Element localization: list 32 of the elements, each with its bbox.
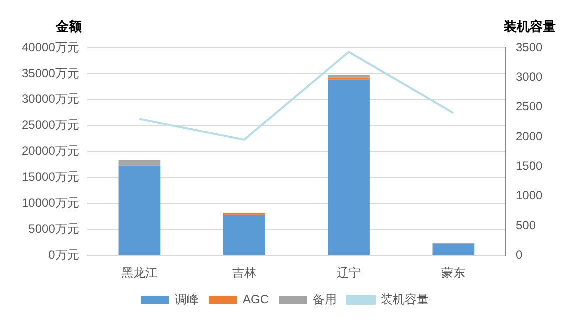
- legend-label: 备用: [313, 292, 337, 306]
- y2-tick-label: 0: [516, 248, 523, 262]
- x-tick-label: 辽宁: [337, 266, 362, 280]
- y2-tick-label: 3500: [516, 40, 544, 54]
- y2-tick-label: 1500: [516, 158, 544, 173]
- y-tick-label: 35000万元: [22, 66, 80, 80]
- y2-tick-label: 1000: [516, 188, 544, 203]
- y2-tick-label: 500: [516, 218, 536, 232]
- y2-tick-label: 2500: [516, 100, 544, 114]
- x-tick-label: 黑龙江: [122, 266, 158, 280]
- bar: [118, 160, 161, 166]
- legend-label: AGC: [243, 292, 270, 306]
- y-tick-label: 0万元: [48, 248, 80, 262]
- y-tick-label: 10000万元: [22, 196, 80, 210]
- legend-label: 装机容量: [381, 292, 429, 306]
- bar: [432, 244, 475, 256]
- bar: [118, 166, 161, 256]
- y2-tick-label: 2000: [516, 129, 544, 144]
- bar: [328, 80, 370, 256]
- y2-axis-title: 装机容量: [503, 19, 556, 34]
- y-tick-label: 20000万元: [22, 144, 80, 158]
- y-tick-label: 5000万元: [28, 222, 80, 236]
- y-tick-label: 40000万元: [22, 40, 80, 54]
- bar: [223, 214, 266, 256]
- x-tick-label: 吉林: [232, 266, 256, 280]
- y-tick-label: 15000万元: [22, 170, 80, 184]
- legend-label: 调峰: [175, 292, 199, 306]
- y-axis-title: 金额: [55, 19, 83, 34]
- y-tick-label: 25000万元: [22, 118, 80, 132]
- y-tick-label: 30000万元: [22, 92, 80, 106]
- y2-tick-label: 3000: [516, 70, 544, 84]
- x-tick-label: 蒙东: [442, 266, 466, 280]
